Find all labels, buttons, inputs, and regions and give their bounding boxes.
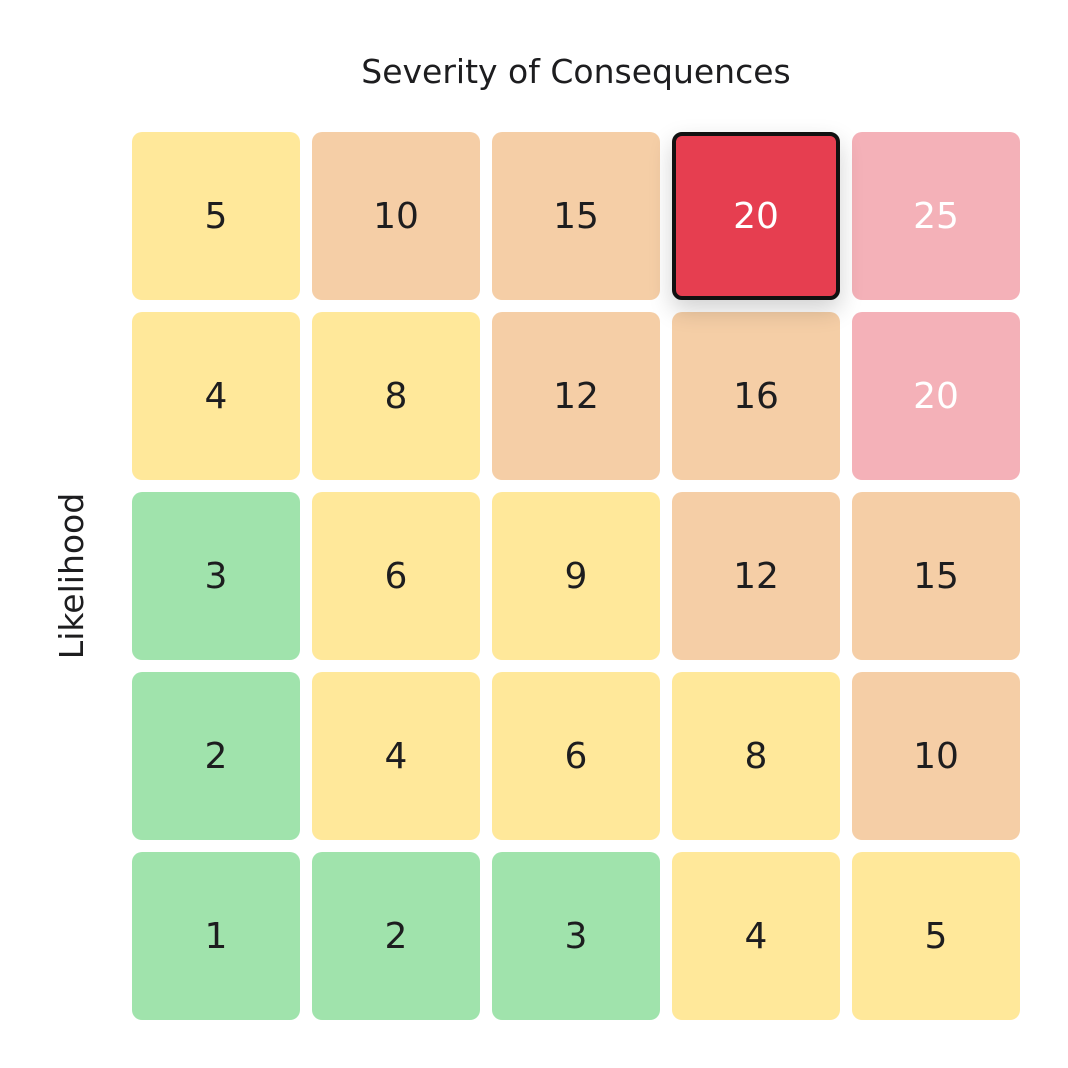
- risk-cell-r1-c3[interactable]: 16: [672, 312, 840, 480]
- risk-cell-r3-c2[interactable]: 6: [492, 672, 660, 840]
- risk-cell-r2-c2[interactable]: 9: [492, 492, 660, 660]
- risk-cell-r4-c0[interactable]: 1: [132, 852, 300, 1020]
- risk-cell-r4-c2[interactable]: 3: [492, 852, 660, 1020]
- risk-cell-r3-c1[interactable]: 4: [312, 672, 480, 840]
- risk-cell-r0-c4[interactable]: 25: [852, 132, 1020, 300]
- risk-cell-r0-c2[interactable]: 15: [492, 132, 660, 300]
- risk-cell-r2-c1[interactable]: 6: [312, 492, 480, 660]
- risk-cell-r4-c4[interactable]: 5: [852, 852, 1020, 1020]
- risk-cell-r3-c4[interactable]: 10: [852, 672, 1020, 840]
- risk-cell-r3-c0[interactable]: 2: [132, 672, 300, 840]
- risk-cell-r0-c3[interactable]: 20: [672, 132, 840, 300]
- risk-matrix-grid: 5 10 15 20 25 4 8 12 16 20 3 6 9 12 15 2 4 6 8 10 1 2 3 4 5: [132, 132, 1020, 1020]
- risk-cell-r1-c1[interactable]: 8: [312, 312, 480, 480]
- y-axis-title: Likelihood: [52, 492, 91, 660]
- risk-cell-r3-c3[interactable]: 8: [672, 672, 840, 840]
- risk-cell-r2-c4[interactable]: 15: [852, 492, 1020, 660]
- risk-cell-r0-c1[interactable]: 10: [312, 132, 480, 300]
- risk-cell-r2-c3[interactable]: 12: [672, 492, 840, 660]
- risk-cell-r2-c0[interactable]: 3: [132, 492, 300, 660]
- x-axis-title: Severity of Consequences: [361, 52, 791, 91]
- risk-cell-r1-c0[interactable]: 4: [132, 312, 300, 480]
- risk-cell-r0-c0[interactable]: 5: [132, 132, 300, 300]
- risk-cell-r4-c1[interactable]: 2: [312, 852, 480, 1020]
- risk-cell-r1-c4[interactable]: 20: [852, 312, 1020, 480]
- risk-cell-r1-c2[interactable]: 12: [492, 312, 660, 480]
- risk-cell-r4-c3[interactable]: 4: [672, 852, 840, 1020]
